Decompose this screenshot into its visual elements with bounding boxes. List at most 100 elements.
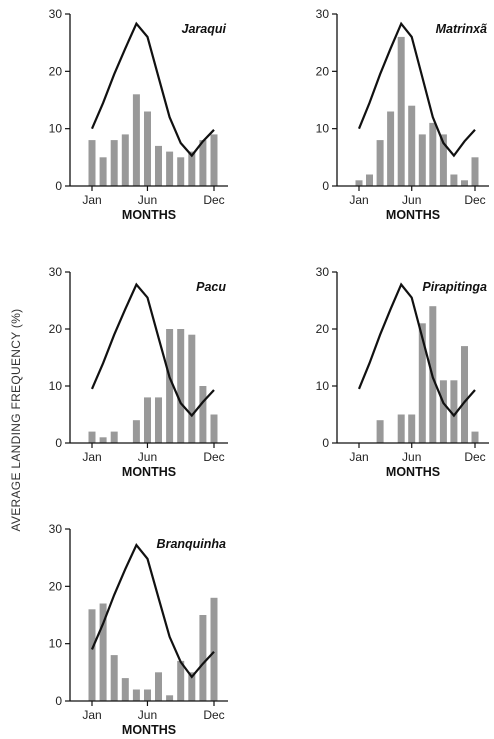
pirapitinga-bar-mar xyxy=(376,420,384,443)
jaraqui-y-tick-label: 0 xyxy=(55,179,62,193)
matrinxa-bar-dec xyxy=(471,157,479,186)
branquinha-y-tick-label: 10 xyxy=(49,637,63,651)
branquinha-x-axis-label: MONTHS xyxy=(122,723,176,737)
jaraqui-bar-may xyxy=(132,94,140,186)
pacu-bar-sep xyxy=(177,329,185,443)
jaraqui-title: Jaraqui xyxy=(182,22,227,36)
pirapitinga-x-tick-label: Jun xyxy=(402,450,421,464)
branquinha-x-tick-label: Jun xyxy=(138,708,157,722)
pirapitinga-bar-dec xyxy=(471,431,479,443)
pacu-x-tick-label: Jan xyxy=(82,450,101,464)
figure-y-axis-label: AVERAGE LANDING FREQUENCY (%) xyxy=(9,309,23,532)
matrinxa-bar-may xyxy=(397,36,405,187)
jaraqui-y-tick-label: 30 xyxy=(49,7,63,21)
matrinxa-bar-mar xyxy=(376,140,384,186)
pacu-x-axis-label: MONTHS xyxy=(122,465,176,479)
branquinha-bar-oct xyxy=(188,672,196,701)
matrinxa-bar-jan xyxy=(355,180,363,186)
jaraqui-y-tick-label: 10 xyxy=(49,122,63,136)
matrinxa-y-tick-label: 10 xyxy=(316,122,330,136)
matrinxa-bar-aug xyxy=(429,122,437,186)
pirapitinga-x-tick-label: Jan xyxy=(349,450,368,464)
pacu-bar-mar xyxy=(110,431,118,443)
pacu-x-tick-label: Dec xyxy=(203,450,224,464)
matrinxa-x-axis-label: MONTHS xyxy=(386,208,440,222)
pirapitinga-bar-sep xyxy=(439,380,447,443)
matrinxa-title: Matrinxã xyxy=(436,22,487,36)
matrinxa-bar-oct xyxy=(450,174,458,186)
jaraqui-bar-mar xyxy=(110,140,118,186)
pacu-y-tick-label: 20 xyxy=(49,322,63,336)
matrinxa-x-tick-label: Jun xyxy=(402,193,421,207)
pirapitinga-y-tick-label: 0 xyxy=(322,436,329,450)
matrinxa-x-tick-label: Jan xyxy=(349,193,368,207)
pacu-x-tick-label: Jun xyxy=(138,450,157,464)
branquinha-trend-line xyxy=(90,543,215,679)
panel-pirapitinga: 0 10 20 30 Jan Jun Dec MONTHS Pirapitinga xyxy=(316,265,489,479)
matrinxa-bar-sep xyxy=(439,134,447,186)
matrinxa-trend-line xyxy=(357,21,476,158)
pacu-bar-jun xyxy=(144,397,151,443)
jaraqui-y-tick-label: 20 xyxy=(49,64,63,78)
branquinha-bar-sep xyxy=(177,660,185,701)
branquinha-bar-jun xyxy=(144,689,151,701)
branquinha-bar-jul xyxy=(155,672,162,701)
matrinxa-y-tick-label: 30 xyxy=(316,7,330,21)
pacu-bar-oct xyxy=(188,334,196,443)
branquinha-y-tick-label: 0 xyxy=(55,694,62,708)
matrinxa-x-tick-label: Dec xyxy=(464,193,485,207)
pirapitinga-y-tick-label: 30 xyxy=(316,265,330,279)
matrinxa-bar-apr xyxy=(387,111,395,186)
jaraqui-x-tick-label: Dec xyxy=(203,193,224,207)
pirapitinga-bar-jun xyxy=(408,414,416,443)
panel-pacu: 0 10 20 30 Jan Jun Dec MONTHS Pacu xyxy=(49,265,228,479)
jaraqui-x-tick-label: Jan xyxy=(82,193,101,207)
jaraqui-bar-oct xyxy=(188,151,196,186)
jaraqui-x-tick-label: Jun xyxy=(138,193,157,207)
pirapitinga-bar-may xyxy=(397,414,405,443)
branquinha-bar-aug xyxy=(166,695,174,701)
branquinha-bar-may xyxy=(132,689,140,701)
pacu-bar-jan xyxy=(88,431,96,443)
branquinha-y-tick-label: 30 xyxy=(49,522,63,536)
branquinha-bar-mar xyxy=(110,655,118,701)
pirapitinga-title: Pirapitinga xyxy=(422,280,487,294)
pacu-bar-aug xyxy=(166,329,174,443)
branquinha-y-tick-label: 20 xyxy=(49,579,63,593)
panel-branquinha: 0 10 20 30 Jan Jun Dec MONTHS Branquinha xyxy=(49,522,228,737)
pacu-bar-dec xyxy=(210,414,218,443)
panel-matrinxa: 0 10 20 30 Jan Jun Dec MONTHS Matrinxã xyxy=(316,7,489,222)
pacu-y-tick-label: 30 xyxy=(49,265,63,279)
branquinha-bar-feb xyxy=(99,603,107,701)
jaraqui-x-axis-label: MONTHS xyxy=(122,208,176,222)
pacu-title: Pacu xyxy=(196,280,226,294)
branquinha-x-tick-label: Dec xyxy=(203,708,224,722)
matrinxa-bar-nov xyxy=(461,180,468,186)
pacu-bar-jul xyxy=(155,397,162,443)
pacu-bar-nov xyxy=(199,386,207,443)
pirapitinga-bar-oct xyxy=(450,380,458,443)
pirapitinga-trend-line xyxy=(357,282,476,418)
pirapitinga-y-tick-label: 10 xyxy=(316,379,330,393)
matrinxa-bar-jul xyxy=(418,134,426,186)
branquinha-bar-jan xyxy=(88,609,96,701)
pirapitinga-x-tick-label: Dec xyxy=(464,450,485,464)
jaraqui-bar-nov xyxy=(199,140,207,186)
panel-jaraqui: 0 10 20 30 Jan Jun Dec MONTHS Jaraqui xyxy=(49,7,228,222)
jaraqui-bar-sep xyxy=(177,157,185,186)
matrinxa-bar-feb xyxy=(366,174,373,186)
jaraqui-bar-feb xyxy=(99,157,107,186)
pacu-y-tick-label: 10 xyxy=(49,379,63,393)
pirapitinga-y-tick-label: 20 xyxy=(316,322,330,336)
branquinha-title: Branquinha xyxy=(157,537,226,551)
pirapitinga-x-axis-label: MONTHS xyxy=(386,465,440,479)
matrinxa-y-tick-label: 0 xyxy=(322,179,329,193)
pacu-y-tick-label: 0 xyxy=(55,436,62,450)
jaraqui-trend-line xyxy=(90,21,215,158)
branquinha-bar-apr xyxy=(121,678,129,701)
matrinxa-bar-jun xyxy=(408,105,416,186)
branquinha-bar-nov xyxy=(199,615,207,701)
branquinha-bar-dec xyxy=(210,597,218,701)
pacu-bar-feb xyxy=(99,437,107,443)
